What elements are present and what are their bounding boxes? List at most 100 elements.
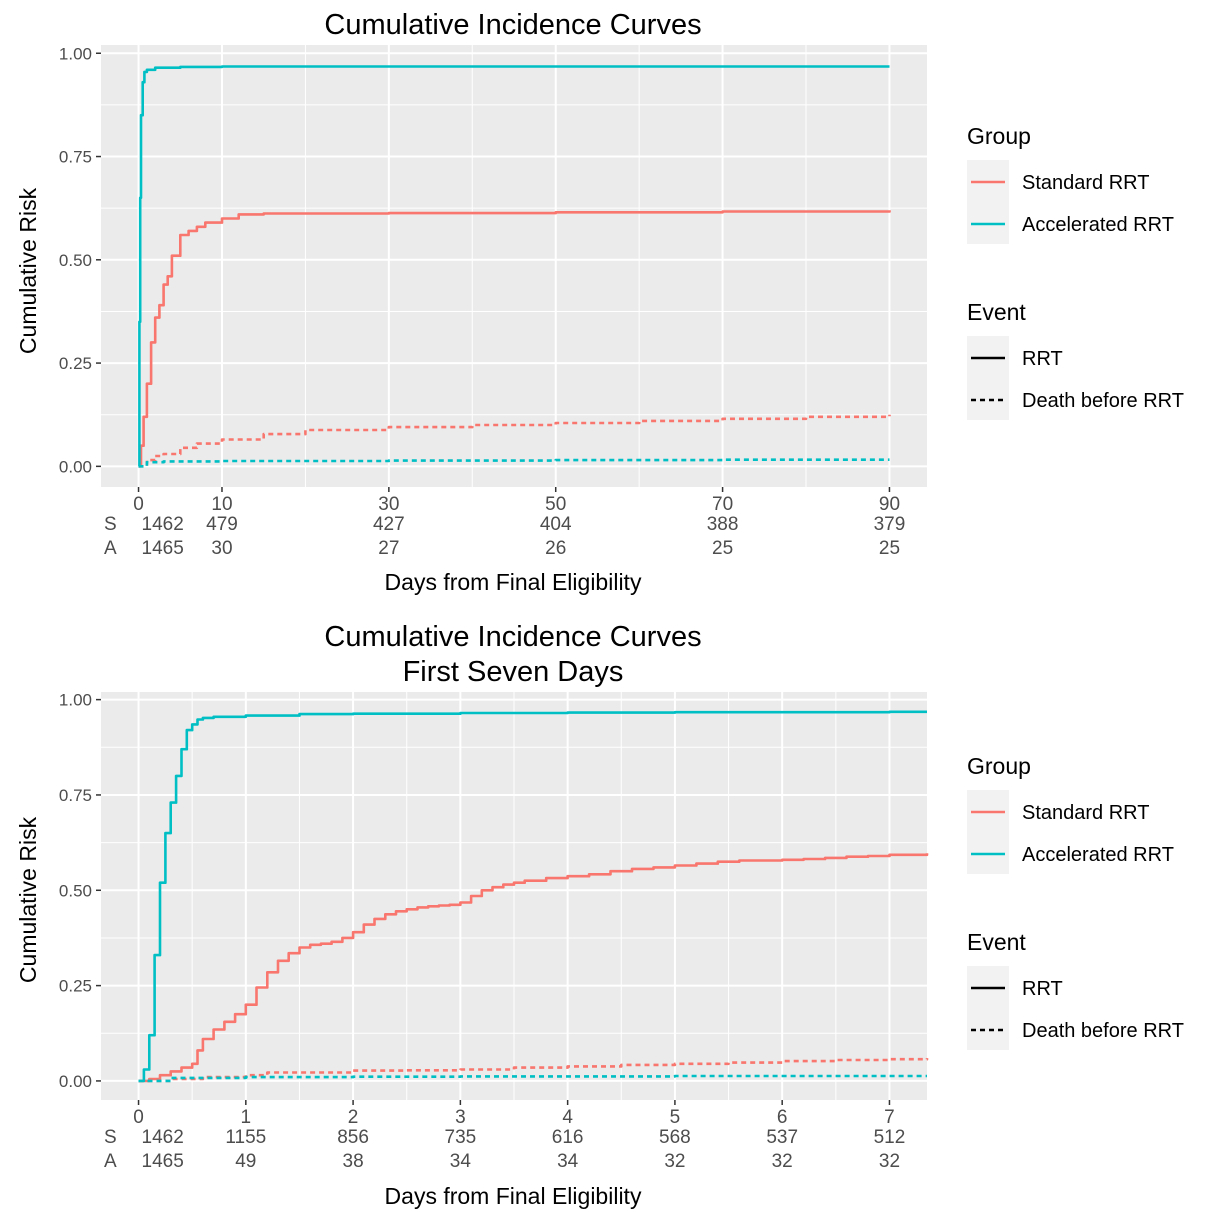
- risk-table-value: 25: [879, 538, 900, 559]
- risk-table-row-label: A: [104, 1151, 117, 1172]
- legend-group-title: Group: [967, 123, 1031, 149]
- plot-background: [101, 45, 927, 487]
- series-line-standard-rrt: [138, 210, 891, 468]
- x-tick-label: 5: [670, 1107, 681, 1128]
- y-tick-label: 0.50: [59, 881, 92, 900]
- legend-event: Event RRT Death before RRT: [967, 929, 1184, 1050]
- risk-table-value: 32: [879, 1151, 900, 1172]
- risk-table-value: 26: [545, 538, 566, 559]
- x-tick-label: 90: [879, 494, 900, 515]
- risk-table: S 1462 1155 856 735 616 568 537 512 A 1465 49 38 34 34…: [104, 1127, 905, 1172]
- series-line-standard-death: [138, 414, 891, 468]
- risk-table-value: 32: [772, 1151, 793, 1172]
- risk-table-value: 30: [211, 538, 232, 559]
- legend-event-title: Event: [967, 299, 1026, 325]
- risk-table-value: 32: [664, 1151, 685, 1172]
- chart-subtitle: First Seven Days: [403, 656, 624, 688]
- x-tick-label: 6: [777, 1107, 788, 1128]
- risk-table-row-label: S: [104, 514, 117, 535]
- risk-table: S 1462 479 427 404 388 379 A 1465 30 27 26 25 25: [104, 514, 905, 559]
- risk-table-value: 388: [707, 514, 739, 535]
- x-tick-label: 1: [241, 1107, 252, 1128]
- risk-table-value: 1462: [142, 514, 184, 535]
- risk-table-value: 49: [235, 1151, 256, 1172]
- y-axis-title: Cumulative Risk: [15, 187, 41, 354]
- x-axis: 0 1 2 3 4 5 6 7: [133, 1100, 895, 1128]
- grid-major-y: [101, 52, 927, 468]
- series-lines: [138, 710, 929, 1083]
- legend-label-standard: Standard RRT: [1022, 802, 1149, 824]
- risk-table-row-label: S: [104, 1127, 117, 1148]
- legend-event: Event RRT Death before RRT: [967, 299, 1184, 420]
- risk-table-value: 379: [874, 514, 906, 535]
- risk-table-value: 1155: [225, 1127, 266, 1148]
- y-tick-label: 0.25: [59, 354, 92, 373]
- legend-label-accelerated: Accelerated RRT: [1022, 214, 1174, 236]
- risk-table-value: 735: [445, 1127, 477, 1148]
- legend-key-background: [967, 966, 1009, 1050]
- x-axis: 0 10 30 50 70 90: [133, 487, 900, 515]
- risk-table-value: 1462: [142, 1127, 184, 1148]
- risk-table-value: 404: [540, 514, 572, 535]
- legend-label-death: Death before RRT: [1022, 390, 1184, 412]
- risk-table-row-label: A: [104, 538, 117, 559]
- risk-table-value: 38: [343, 1151, 364, 1172]
- y-tick-label: 0.50: [59, 251, 92, 270]
- legend-label-rrt: RRT: [1022, 348, 1063, 370]
- risk-table-value: 479: [206, 514, 238, 535]
- legend-event-title: Event: [967, 929, 1026, 955]
- risk-table-value: 27: [378, 538, 399, 559]
- x-tick-label: 0: [133, 494, 144, 515]
- x-tick-label: 2: [348, 1107, 359, 1128]
- y-tick-label: 0.25: [59, 977, 92, 996]
- risk-table-value: 616: [552, 1127, 584, 1148]
- risk-table-value: 34: [557, 1151, 579, 1172]
- x-tick-label: 30: [378, 494, 399, 515]
- grid-minor-x: [191, 692, 837, 1100]
- grid-major-y: [101, 698, 927, 1082]
- legend-group: Group Standard RRT Accelerated RRT: [967, 753, 1174, 874]
- risk-table-value: 537: [766, 1127, 798, 1148]
- risk-table-value: 568: [659, 1127, 691, 1148]
- risk-table-value: 1465: [142, 538, 184, 559]
- x-tick-label: 10: [211, 494, 232, 515]
- x-axis-title: Days from Final Eligibility: [385, 1183, 642, 1209]
- y-tick-label: 0.75: [59, 148, 92, 167]
- series-lines: [138, 65, 891, 468]
- x-tick-label: 7: [884, 1107, 895, 1128]
- legend-key-background: [967, 160, 1009, 244]
- grid-minor-y: [101, 104, 927, 416]
- grid-major-x: [137, 692, 891, 1100]
- legend-label-death: Death before RRT: [1022, 1020, 1184, 1042]
- y-axis: 0.00 0.25 0.50 0.75 1.00: [59, 691, 101, 1091]
- x-tick-label: 50: [545, 494, 566, 515]
- legend-label-standard: Standard RRT: [1022, 172, 1149, 194]
- y-tick-label: 0.75: [59, 786, 92, 805]
- legend-group-title: Group: [967, 753, 1031, 779]
- series-line-accelerated-death: [138, 1074, 927, 1083]
- risk-table-value: 25: [712, 538, 733, 559]
- risk-table-value: 34: [450, 1151, 472, 1172]
- risk-table-value: 427: [373, 514, 405, 535]
- legend-key-background: [967, 790, 1009, 874]
- x-tick-label: 70: [712, 494, 733, 515]
- legend-group: Group Standard RRT Accelerated RRT: [967, 123, 1174, 244]
- risk-table-value: 512: [874, 1127, 906, 1148]
- y-axis-title: Cumulative Risk: [15, 816, 41, 983]
- legend-label-accelerated: Accelerated RRT: [1022, 844, 1174, 866]
- risk-table-value: 1465: [142, 1151, 184, 1172]
- risk-table-value: 856: [337, 1127, 369, 1148]
- y-tick-label: 0.00: [59, 457, 92, 476]
- y-tick-label: 1.00: [59, 691, 92, 710]
- y-axis: 0.00 0.25 0.50 0.75 1.00: [59, 44, 101, 476]
- series-line-accelerated-rrt: [138, 65, 890, 468]
- y-tick-label: 1.00: [59, 44, 92, 63]
- chart-panel-full-period: Cumulative Incidence Curves 0.00 0.25 0.50…: [15, 9, 1184, 595]
- x-axis-title: Days from Final Eligibility: [385, 569, 642, 595]
- legend-key-background: [967, 336, 1009, 420]
- series-line-accelerated-death: [138, 458, 890, 468]
- chart-title: Cumulative Incidence Curves: [324, 9, 701, 41]
- chart-title: Cumulative Incidence Curves: [324, 621, 701, 653]
- series-line-standard-rrt: [138, 853, 929, 1083]
- series-line-accelerated-rrt: [138, 710, 927, 1083]
